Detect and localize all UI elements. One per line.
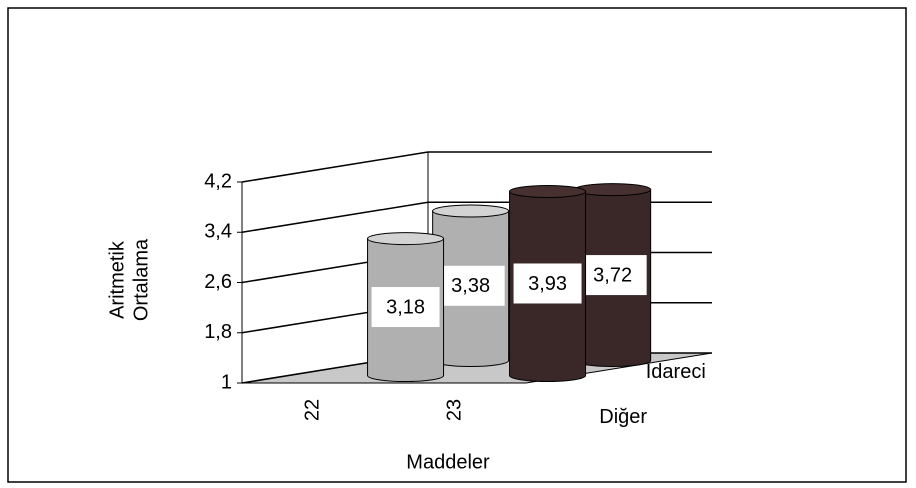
value-label: 3,18 [386, 296, 425, 318]
y-axis-title: Ortalama [130, 238, 152, 321]
y-tick-label: 1,8 [204, 321, 232, 343]
bar-top [432, 204, 510, 218]
x-axis-title: Maddeler [406, 451, 490, 473]
bar-top [367, 232, 445, 246]
y-tick-label: 3,4 [204, 221, 232, 243]
y-axis-title: Aritmetik [106, 240, 128, 319]
value-label: 3,38 [451, 275, 490, 297]
depth-label: İdareci [646, 360, 706, 383]
value-label-box [371, 287, 440, 328]
bar-top [509, 184, 587, 198]
x-tick-label: 22 [301, 399, 323, 421]
value-label: 3,72 [593, 264, 632, 286]
x-tick-label: 23 [443, 399, 465, 421]
value-label-box [513, 263, 582, 304]
grid-line [241, 201, 429, 233]
y-tick-label: 4,2 [204, 170, 232, 192]
y-tick-label: 2,6 [204, 271, 232, 293]
y-tick-label: 1 [221, 371, 232, 393]
value-label: 3,93 [528, 273, 567, 295]
value-label-box [436, 265, 505, 306]
depth-label: Diğer [599, 406, 647, 428]
grid-line [241, 151, 429, 183]
value-label-box [578, 255, 647, 296]
bar-top [574, 183, 652, 197]
